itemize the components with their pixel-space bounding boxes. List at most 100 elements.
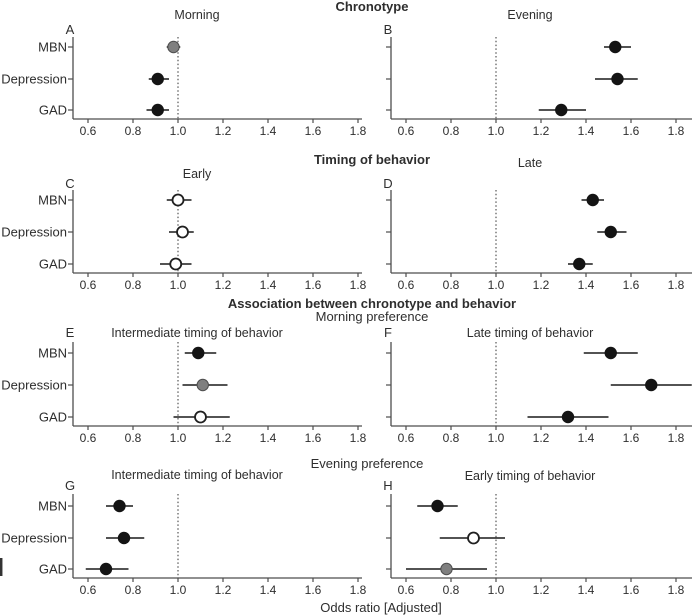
x-tick-label: 0.6: [80, 278, 97, 292]
point-G-mbn: [113, 499, 126, 513]
x-tick-label: 1.6: [623, 124, 640, 138]
x-tick-label: 0.6: [80, 583, 97, 597]
x-tick-label: 0.8: [125, 431, 142, 445]
point-B-mbn: [609, 40, 622, 54]
x-tick-label: 1.6: [305, 431, 322, 445]
x-tick-label: 1.2: [533, 583, 550, 597]
category-label-gad: GAD: [39, 257, 67, 272]
point-B-gad: [555, 103, 568, 117]
point-E-gad: [194, 410, 207, 424]
x-tick-label: 1.2: [215, 124, 232, 138]
x-tick-label: 0.6: [80, 124, 97, 138]
x-tick-label: 1.4: [578, 583, 595, 597]
panel-title-C: Early: [183, 167, 212, 181]
x-tick-label: 1.8: [350, 278, 367, 292]
subsection-title-morning-preference: Morning preference: [316, 309, 429, 324]
point-D-depression: [604, 225, 617, 239]
panel-title-A: Morning: [174, 8, 219, 22]
x-tick-label: 1.2: [215, 583, 232, 597]
x-tick-label: 1.4: [578, 124, 595, 138]
point-G-gad: [99, 562, 113, 576]
x-tick-label: 0.6: [398, 583, 415, 597]
x-tick-label: 1.0: [488, 431, 505, 445]
x-tick-label: 1.6: [305, 583, 322, 597]
x-tick-label: 0.8: [125, 583, 142, 597]
category-label-gad: GAD: [39, 562, 67, 577]
point-A-mbn: [167, 40, 180, 54]
x-tick-label: 1.2: [215, 278, 232, 292]
x-tick-label: 1.8: [668, 431, 685, 445]
section-title-association: Association between chronotype and behav…: [228, 296, 516, 311]
x-tick-label: 1.2: [533, 431, 550, 445]
x-tick-label: 1.6: [305, 124, 322, 138]
panel-letter-D: D: [383, 176, 392, 191]
point-E-mbn: [192, 346, 205, 360]
panel-letter-G: G: [65, 478, 75, 493]
x-tick-label: 1.2: [215, 431, 232, 445]
x-tick-label: 0.8: [125, 278, 142, 292]
point-H-depression: [467, 531, 480, 545]
x-tick-label: 1.4: [260, 278, 277, 292]
panel-title-D: Late: [518, 156, 542, 170]
point-H-mbn: [431, 499, 444, 513]
x-tick-label: 1.0: [488, 583, 505, 597]
x-tick-label: 1.0: [488, 124, 505, 138]
panel-title-B: Evening: [507, 8, 552, 22]
panel-A: Morning A 0.6 0.8 1.0 1.2 1.4 1.6 1.8 MBN Depressi…: [1, 8, 366, 138]
panel-letter-A: A: [66, 22, 75, 37]
panel-G: Intermediate timing of behavior G 0.6 0.8 1.…: [1, 468, 366, 597]
category-label-gad: GAD: [39, 410, 67, 425]
x-tick-label: 1.8: [350, 124, 367, 138]
category-label-gad: GAD: [39, 103, 67, 118]
x-tick-label: 0.8: [443, 583, 460, 597]
point-D-mbn: [586, 193, 599, 207]
panel-title-G: Intermediate timing of behavior: [111, 468, 283, 482]
x-tick-label: 1.0: [170, 583, 187, 597]
point-C-mbn: [171, 193, 185, 207]
panel-C: Early C 0.6 0.8 1.0 1.2 1.4 1.6 1.8 MBN Depression…: [1, 167, 366, 292]
subsection-title-evening-preference: Evening preference: [311, 456, 424, 471]
point-A-gad: [151, 103, 164, 117]
x-tick-label: 1.8: [668, 583, 685, 597]
panel-letter-E: E: [66, 325, 75, 340]
x-tick-label: 1.4: [260, 431, 277, 445]
point-A-depression: [151, 72, 164, 86]
point-F-gad: [561, 410, 575, 424]
x-tick-label: 0.6: [80, 431, 97, 445]
panel-letter-B: B: [384, 22, 393, 37]
category-label-mbn: MBN: [38, 40, 67, 55]
point-F-mbn: [604, 346, 617, 360]
x-tick-label: 1.0: [488, 278, 505, 292]
x-tick-label: 0.6: [398, 124, 415, 138]
section-title-timing-of-behavior: Timing of behavior: [314, 152, 430, 167]
category-label-depression: Depression: [1, 72, 67, 87]
x-tick-label: 1.6: [623, 431, 640, 445]
x-axis-label: Odds ratio [Adjusted]: [320, 600, 441, 615]
point-C-gad: [169, 257, 183, 271]
panel-letter-C: C: [65, 176, 74, 191]
category-label-depression: Depression: [1, 225, 67, 240]
x-tick-label: 1.4: [578, 278, 595, 292]
point-C-depression: [176, 225, 189, 239]
x-tick-label: 1.4: [578, 431, 595, 445]
point-F-depression: [645, 378, 658, 392]
point-G-depression: [117, 531, 131, 545]
x-tick-label: 0.6: [398, 278, 415, 292]
category-label-depression: Depression: [1, 531, 67, 546]
point-E-depression: [196, 378, 209, 392]
panel-letter-F: F: [384, 325, 392, 340]
x-tick-label: 1.2: [533, 278, 550, 292]
category-label-depression: Depression: [1, 378, 67, 393]
x-tick-label: 0.8: [443, 278, 460, 292]
x-tick-label: 1.8: [350, 431, 367, 445]
x-tick-label: 1.8: [668, 124, 685, 138]
category-label-mbn: MBN: [38, 346, 67, 361]
point-H-gad: [440, 562, 453, 576]
panel-F: Late timing of behavior F 0.6 0.8 1.0 1.2 1.4 1…: [384, 325, 692, 445]
x-tick-label: 0.8: [443, 124, 460, 138]
x-tick-label: 1.2: [533, 124, 550, 138]
x-tick-label: 0.8: [125, 124, 142, 138]
